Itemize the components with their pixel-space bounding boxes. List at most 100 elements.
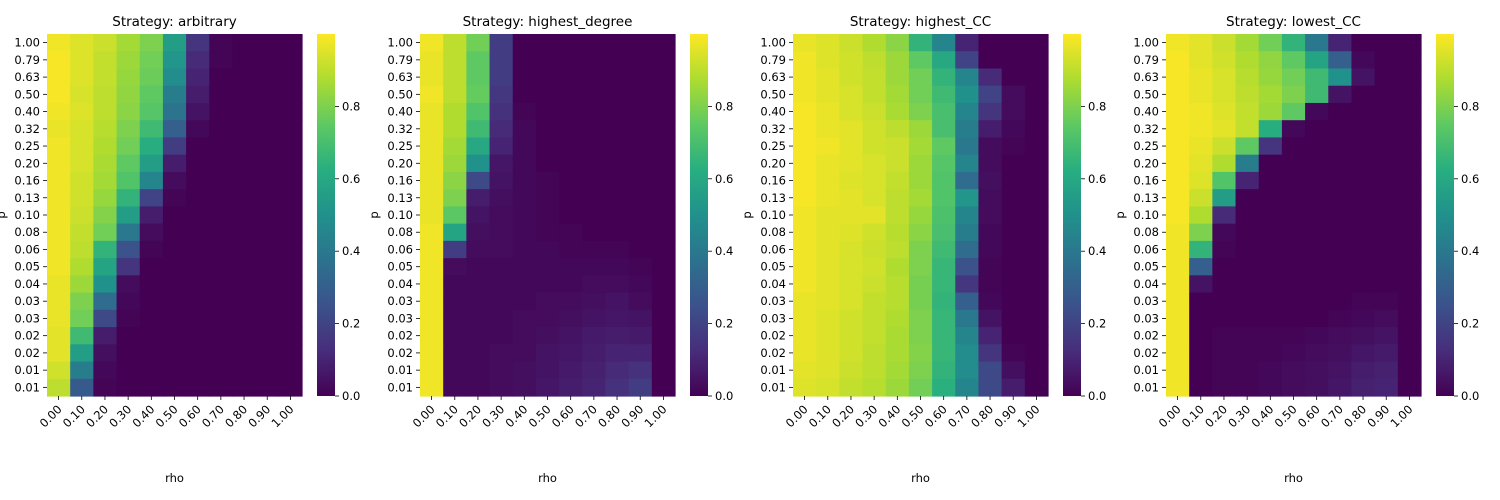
heatmap-cell [535, 292, 560, 311]
heatmap-cell [1024, 102, 1049, 121]
heatmap-cell [1258, 292, 1283, 311]
heatmap-cell [1397, 240, 1422, 259]
heatmap-cell [978, 206, 1003, 225]
heatmap-cell [1258, 275, 1283, 294]
heatmap-cell [1212, 171, 1237, 190]
heatmap-cell [605, 34, 630, 52]
y-tick-label: 0.63 [14, 70, 40, 84]
heatmap-cell [1258, 102, 1283, 121]
y-tick-label: 1.00 [760, 36, 786, 50]
y-tick-label: 0.25 [387, 139, 413, 153]
panel-title: Strategy: highest_CC [850, 14, 991, 30]
heatmap-cell [1258, 137, 1283, 156]
heatmap-cell [70, 378, 94, 397]
heatmap-cell [512, 34, 537, 52]
heatmap-cell [582, 275, 607, 294]
heatmap-cell [1397, 51, 1422, 70]
heatmap-cell [908, 378, 933, 397]
heatmap-cell [420, 189, 444, 207]
heatmap-cell [885, 68, 910, 87]
y-tick-label: 0.50 [14, 87, 40, 101]
heatmap-cell [908, 361, 933, 380]
heatmap-cell [535, 68, 560, 87]
heatmap-cell [512, 344, 537, 363]
y-tick-label: 0.16 [1133, 174, 1159, 188]
y-tick-label: 0.25 [1133, 139, 1159, 153]
heatmap-cell [628, 240, 653, 259]
x-tick-label: 0.50 [1272, 402, 1300, 430]
heatmap-cell [1374, 171, 1399, 190]
heatmap-cell [1281, 120, 1306, 139]
heatmap-cell [1328, 309, 1353, 328]
heatmap-cell [93, 102, 118, 121]
heatmap-cell [466, 85, 491, 104]
heatmap-cell [978, 189, 1003, 207]
heatmap-cell [1397, 344, 1422, 363]
heatmap-cell [162, 120, 187, 139]
x-tick-label: 0.00 [1156, 402, 1184, 430]
x-tick-label: 0.10 [60, 402, 88, 430]
heatmap-cell [932, 378, 956, 397]
heatmap-cell [232, 275, 257, 294]
y-tick-label: 0.40 [760, 105, 786, 119]
heatmap-cell [1001, 154, 1026, 173]
heatmap-cell [232, 378, 257, 397]
heatmap-cell [908, 292, 933, 311]
heatmap-cell [1351, 378, 1376, 397]
heatmap-cell [443, 206, 467, 225]
y-tick-label: 0.32 [1133, 122, 1159, 136]
colorbar-gradient [690, 34, 708, 396]
heatmap-cell [1024, 344, 1049, 363]
heatmap-cell [512, 102, 537, 121]
y-tick-label: 0.50 [1133, 87, 1159, 101]
heatmap-cell [1351, 51, 1376, 70]
heatmap-cell [885, 223, 910, 242]
colorbar-gradient [317, 34, 335, 396]
heatmap-cell [1166, 378, 1190, 397]
heatmap-cell [1166, 258, 1190, 276]
heatmap-cell [1328, 206, 1353, 225]
heatmap-cell [466, 378, 491, 397]
heatmap-cell [1212, 240, 1237, 259]
heatmap-cell [255, 292, 280, 311]
colorbar-tick-label: 0.2 [715, 317, 733, 331]
y-tick-label: 0.63 [1133, 70, 1159, 84]
heatmap-cell [209, 344, 234, 363]
heatmap-cell [628, 292, 653, 311]
heatmap-cell [908, 309, 933, 328]
heatmap-cell [839, 378, 864, 397]
heatmap-cell [535, 378, 560, 397]
x-tick-label: 0.90 [1364, 402, 1392, 430]
y-tick-label: 0.01 [1133, 363, 1159, 377]
heatmap-cell [1328, 102, 1353, 121]
heatmap-cell [47, 120, 71, 139]
heatmap-cell [559, 378, 583, 397]
heatmap-cell [1166, 223, 1190, 242]
heatmap-cell [651, 344, 676, 363]
heatmap-cell [1166, 309, 1190, 328]
heatmap-cell [1024, 120, 1049, 139]
x-tick-label: 0.50 [153, 402, 181, 430]
heatmap-cell [816, 51, 840, 70]
heatmap-cell [512, 378, 537, 397]
heatmap-cell [1235, 361, 1260, 380]
heatmap-cell [862, 34, 887, 52]
heatmap-cell [443, 344, 467, 363]
heatmap-cell [932, 51, 956, 70]
heatmap-cell [955, 327, 980, 345]
heatmap-cell [559, 292, 583, 311]
heatmap-cell [1258, 327, 1283, 345]
heatmap-cell [862, 102, 887, 121]
heatmap-cell [1189, 206, 1213, 225]
y-tick-label: 0.02 [14, 329, 40, 343]
heatmap-cell [582, 258, 607, 276]
heatmap-cell [1235, 68, 1260, 87]
heatmap-cell [955, 275, 980, 294]
heatmap-cell [1305, 34, 1329, 52]
heatmap-cell [1166, 189, 1190, 207]
y-tick-label: 0.32 [14, 122, 40, 136]
heatmap-cell [605, 51, 630, 70]
colorbar-tick-label: 0.6 [342, 172, 360, 186]
heatmap-cell [1001, 189, 1026, 207]
heatmap-cell [816, 85, 840, 104]
